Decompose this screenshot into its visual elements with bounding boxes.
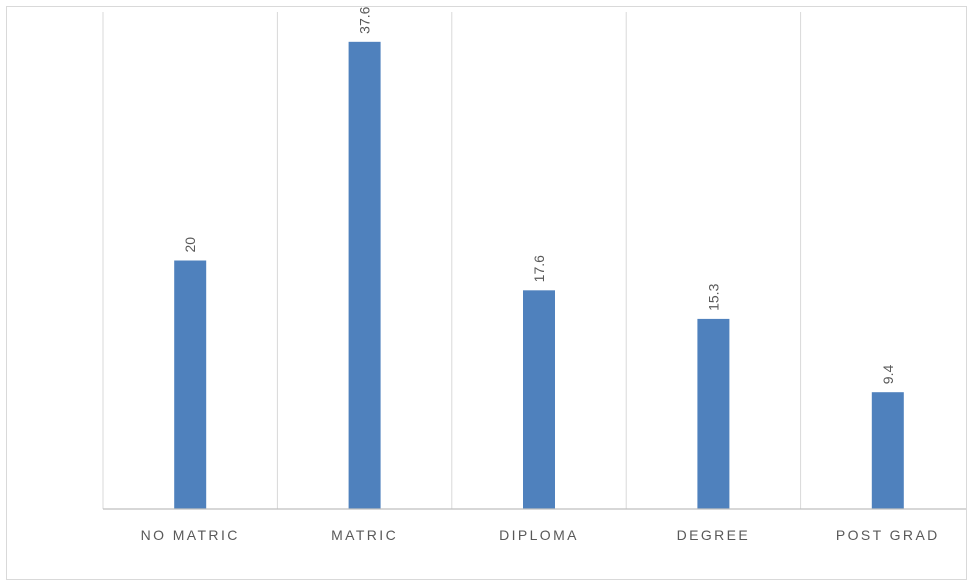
category-label-4: POST GRAD: [836, 527, 940, 543]
bar-2: [523, 290, 555, 509]
data-label-4: 9.4: [880, 365, 896, 385]
bar-1: [348, 41, 381, 509]
bar-0: [174, 260, 207, 509]
category-label-0: NO MATRIC: [141, 527, 240, 543]
category-label-3: DEGREE: [677, 527, 751, 543]
data-label-2: 17.6: [531, 255, 547, 282]
bars-layer: [174, 41, 904, 509]
bar-3: [697, 318, 730, 509]
category-label-2: DIPLOMA: [499, 527, 579, 543]
data-label-3: 15.3: [705, 283, 721, 310]
labels-layer: 20 NO MATRIC 37.6 MATRIC 17.6 DIPLOMA 15.3 DEGR…: [141, 6, 940, 543]
grid-layer: [102, 12, 802, 509]
chart-frame: [6, 6, 967, 580]
category-label-1: MATRIC: [331, 527, 398, 543]
data-label-0: 20: [182, 237, 198, 253]
bar-4: [871, 392, 904, 509]
data-label-1: 37.6: [357, 6, 373, 33]
